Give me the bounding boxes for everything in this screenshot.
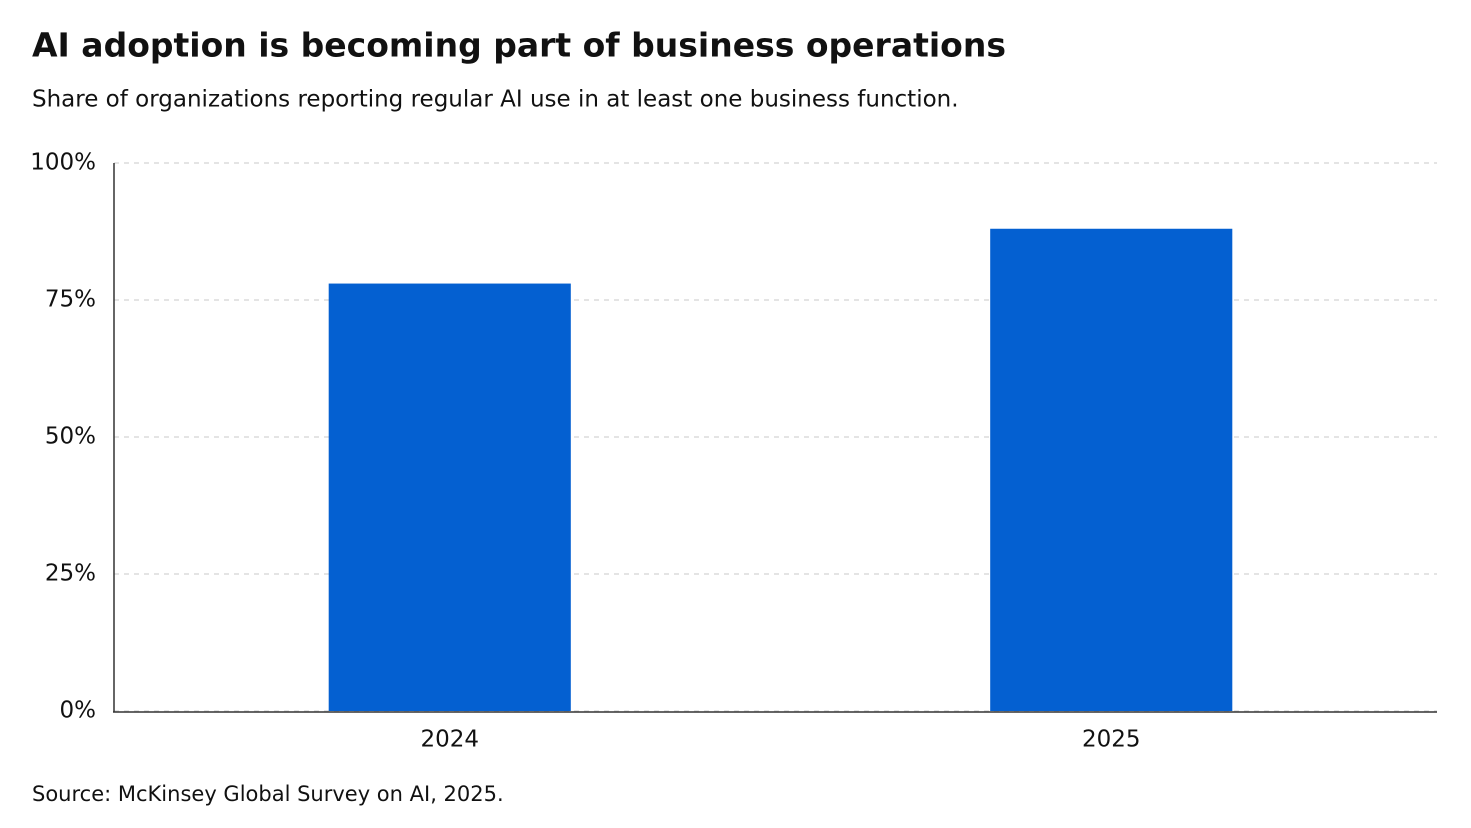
x-tick-label: 2024 — [420, 727, 479, 753]
y-tick-label: 50% — [45, 424, 96, 450]
chart-source: Source: McKinsey Global Survey on AI, 20… — [32, 782, 504, 806]
chart-title: AI adoption is becoming part of business… — [32, 26, 1006, 65]
y-tick-label: 75% — [45, 287, 96, 313]
x-tick-label: 2025 — [1082, 727, 1141, 753]
bar-layer — [328, 228, 1233, 711]
bar — [328, 283, 571, 711]
y-tick-label: 25% — [45, 561, 96, 587]
chart-subtitle: Share of organizations reporting regular… — [32, 87, 959, 113]
bar — [990, 228, 1233, 711]
grid-layer — [114, 162, 1437, 712]
y-tick-label: 100% — [30, 150, 96, 176]
y-tick-label: 0% — [60, 698, 97, 724]
